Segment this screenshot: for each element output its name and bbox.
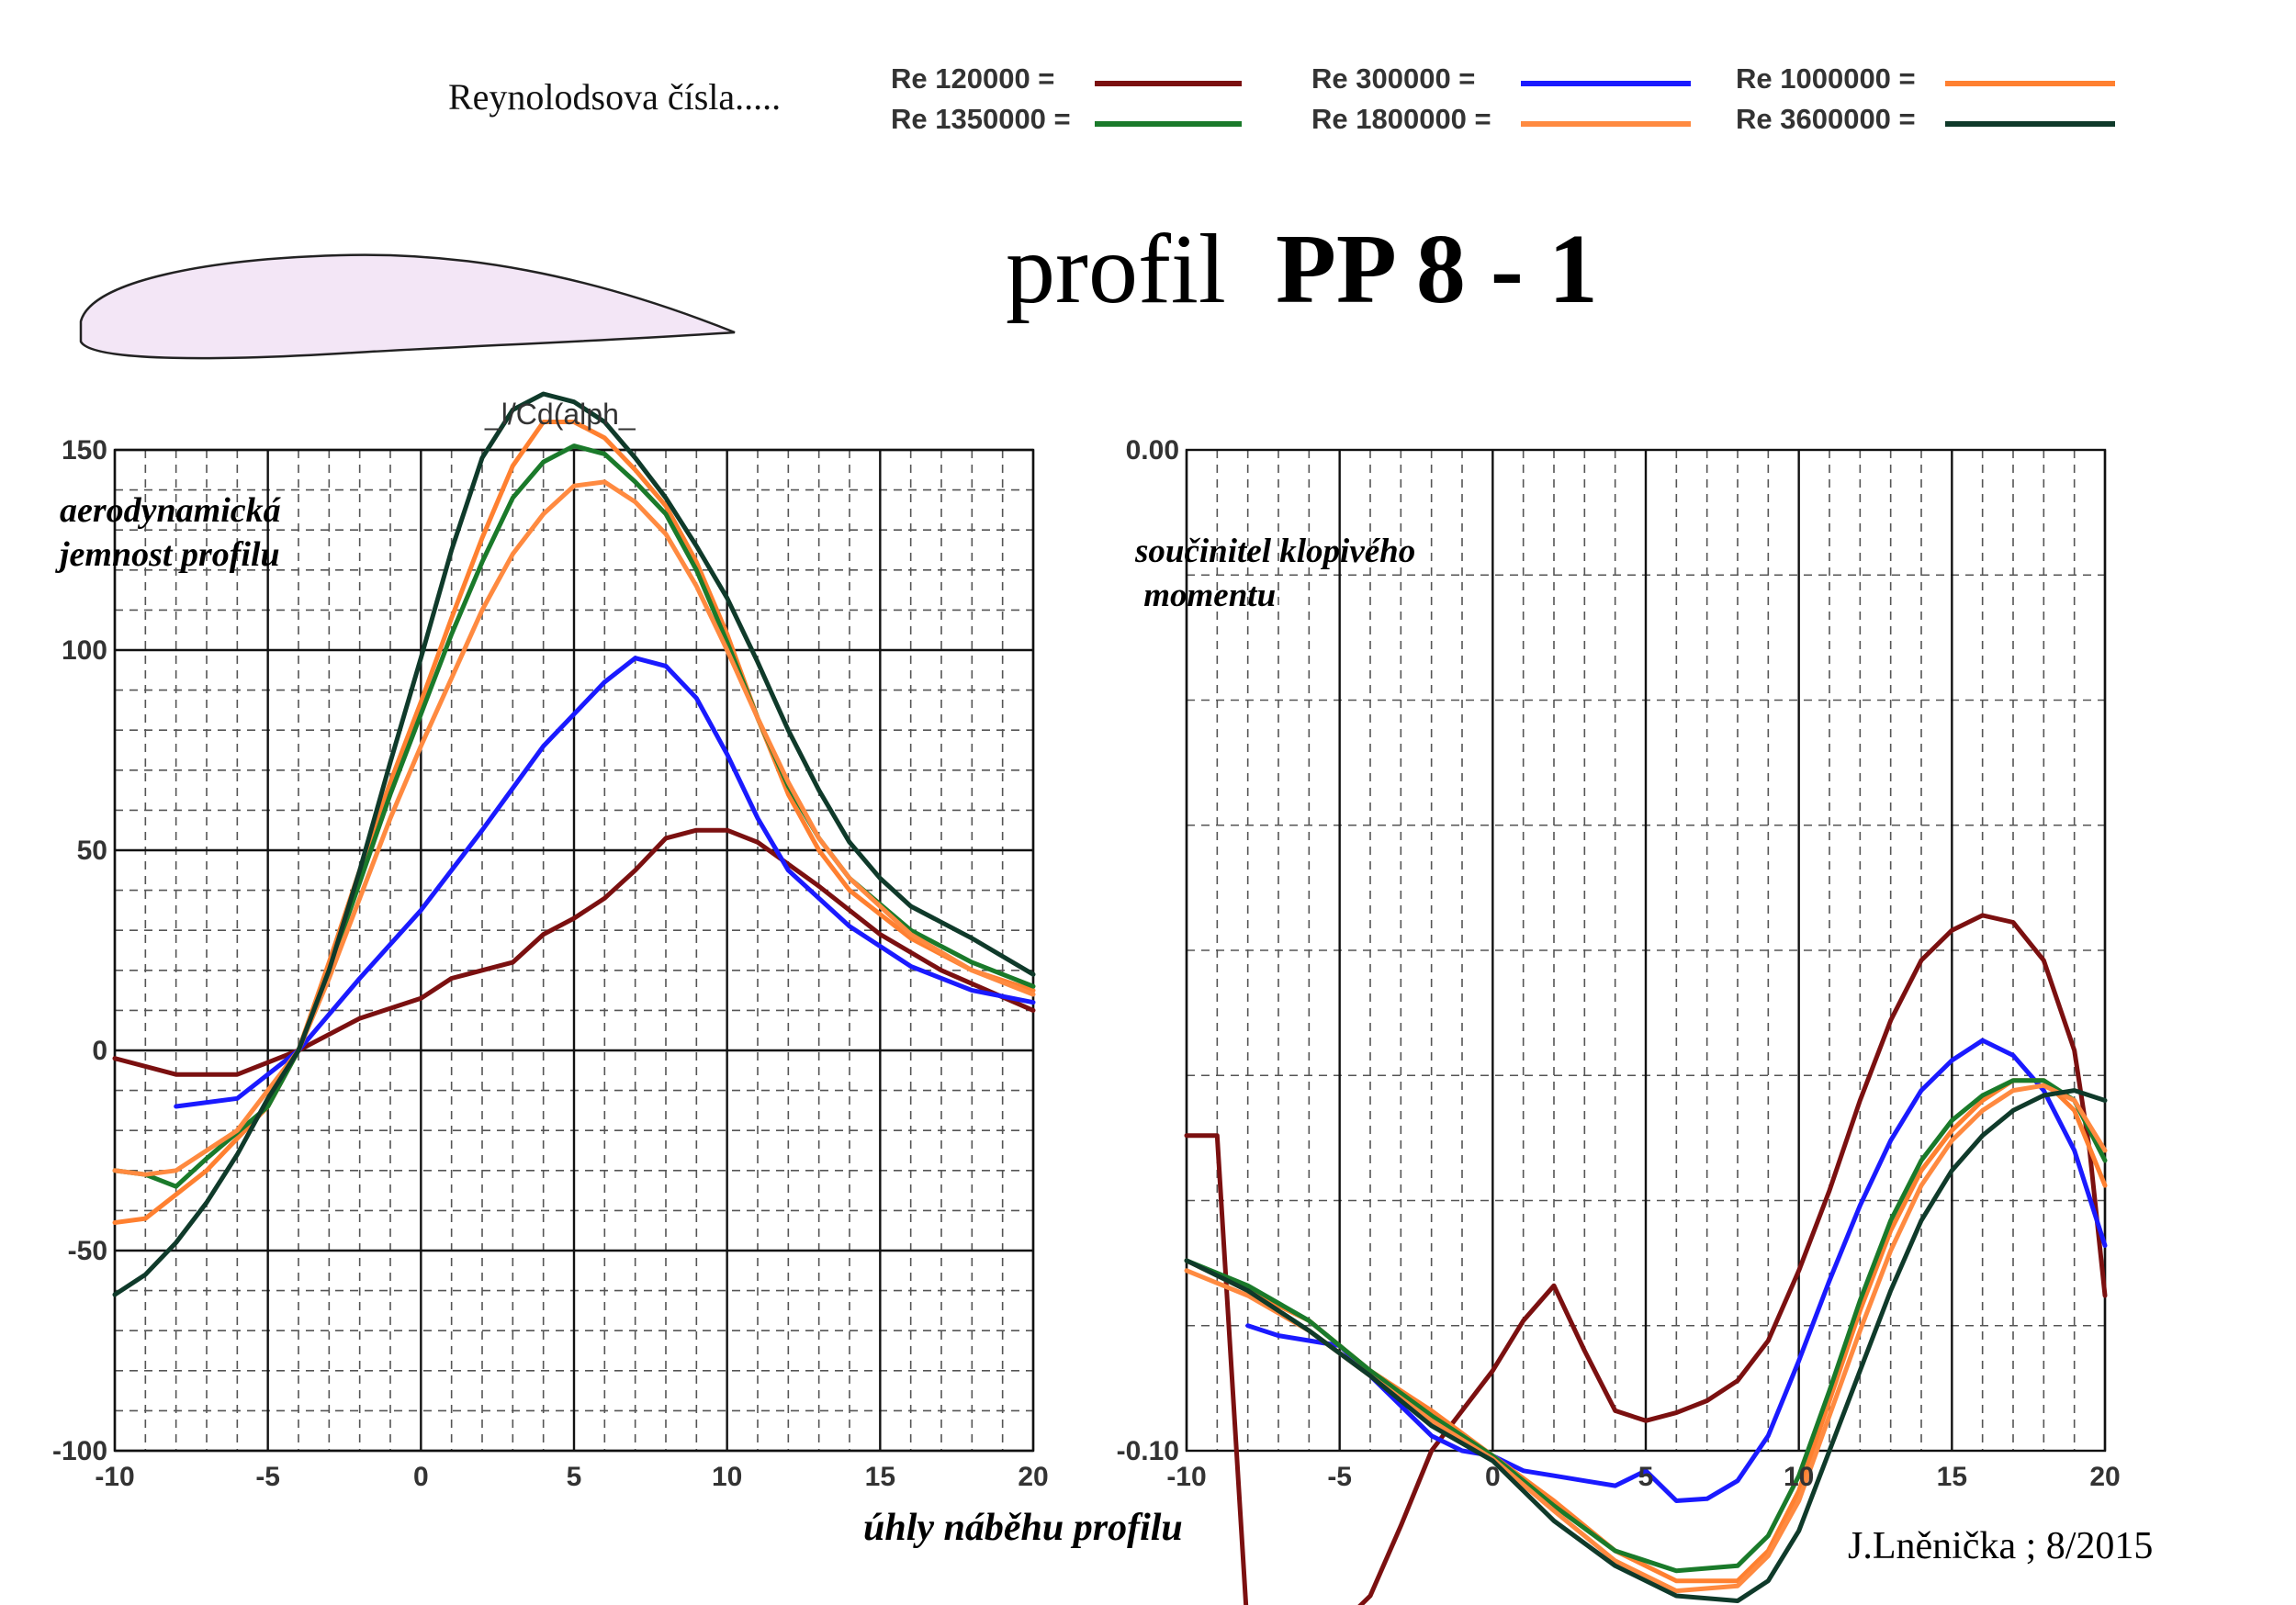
x-tick-label: 10 <box>712 1462 742 1492</box>
chart-left-title: aerodynamická jemnost profilu <box>55 491 282 574</box>
series-line-re-1350000 <box>1184 1078 2108 1574</box>
plot-frame <box>1185 448 2107 1453</box>
x-tick-label: 0 <box>1485 1462 1501 1492</box>
y-tick-label: -50 <box>68 1236 107 1266</box>
y-tick-label: -100 <box>52 1436 107 1466</box>
series-line-re-300000 <box>174 656 1036 1109</box>
legend-label: Re 1000000 = <box>1736 62 1916 95</box>
y-tick-label: 100 <box>62 635 107 666</box>
x-tick-label: -5 <box>1327 1462 1352 1492</box>
x-tick-label: 0 <box>413 1462 429 1492</box>
legend-label: Re 3600000 = <box>1736 103 1916 135</box>
chart-right-title: součinitel klopivého momentu <box>1134 533 1415 614</box>
legend-label: Re 120000 = <box>891 62 1055 95</box>
series-line-re-3600000 <box>112 391 1036 1297</box>
y-tick-label: 0 <box>92 1036 107 1066</box>
x-tick-label: 15 <box>1937 1462 1967 1492</box>
x-tick-label: 20 <box>2089 1462 2120 1492</box>
x-axis-note: úhly náběhu profilu <box>863 1507 1183 1549</box>
legend-swatch <box>1521 81 1691 86</box>
y-tick-label: 50 <box>77 836 107 866</box>
series-line-re-300000 <box>1245 1038 2108 1503</box>
credit: J.Lněnička ; 8/2015 <box>1848 1525 2154 1567</box>
y-tick-label: -0.10 <box>1117 1436 1179 1466</box>
legend-caption: Reynolodsova čísla..... <box>448 76 782 118</box>
x-tick-label: 20 <box>1018 1462 1048 1492</box>
series-line-re-120000 <box>1184 913 2108 1605</box>
legend-swatch <box>1095 121 1242 127</box>
legend-label: Re 1800000 = <box>1311 103 1491 135</box>
legend-label: Re 300000 = <box>1311 62 1476 95</box>
x-tick-label: -5 <box>255 1462 280 1492</box>
series-line-re-3600000 <box>1184 1088 2108 1603</box>
title-prefix: profil <box>1006 215 1226 324</box>
chart-right: -10 -5 0 5 10 15 20 0.00 -0.10 součinitel klopivé… <box>1117 435 2121 1605</box>
x-tick-label: 15 <box>865 1462 895 1492</box>
y-tick-label: 150 <box>62 435 107 466</box>
title-main: PP 8 - 1 <box>1275 215 1598 324</box>
y-tick-label: 0.00 <box>1126 435 1179 466</box>
x-tick-label: 5 <box>567 1462 582 1492</box>
legend-swatch <box>1095 81 1242 86</box>
legend-swatch <box>1521 121 1691 127</box>
airfoil-shape <box>79 253 736 360</box>
legend-swatch <box>1945 81 2115 86</box>
page-title: profil PP 8 - 1 <box>1006 213 1598 327</box>
chart-left-top-label: _l/Cd(alph_ <box>484 398 636 431</box>
x-tick-label: -10 <box>1166 1462 1206 1492</box>
plot-frame <box>113 448 1035 1453</box>
legend-swatch <box>1945 121 2115 127</box>
legend-label: Re 1350000 = <box>891 103 1071 135</box>
chart-left: -10 -5 0 5 10 15 20150100500-50-100aerodynamic… <box>52 391 1049 1492</box>
series-line-re-120000 <box>112 827 1036 1077</box>
x-tick-label: -10 <box>95 1462 134 1492</box>
x-tick-label: 10 <box>1784 1462 1814 1492</box>
x-tick-label: 5 <box>1638 1462 1654 1492</box>
